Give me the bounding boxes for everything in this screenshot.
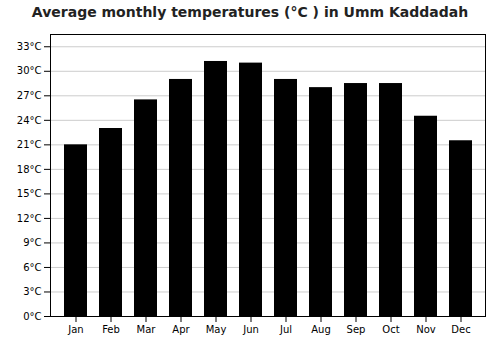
svg-text:0°C: 0°C: [23, 311, 41, 322]
svg-text:12°C: 12°C: [17, 213, 42, 224]
svg-text:15°C: 15°C: [17, 188, 42, 199]
svg-text:24°C: 24°C: [17, 115, 42, 126]
svg-text:18°C: 18°C: [17, 164, 42, 175]
svg-text:33°C: 33°C: [17, 41, 42, 52]
svg-text:Aug: Aug: [311, 324, 331, 335]
svg-text:Feb: Feb: [102, 324, 120, 335]
svg-text:Nov: Nov: [416, 324, 436, 335]
svg-text:21°C: 21°C: [17, 139, 42, 150]
svg-text:Mar: Mar: [137, 324, 157, 335]
svg-text:3°C: 3°C: [23, 286, 41, 297]
svg-text:27°C: 27°C: [17, 90, 42, 101]
svg-text:Jun: Jun: [242, 324, 259, 335]
svg-text:Jul: Jul: [279, 324, 292, 335]
svg-text:Sep: Sep: [347, 324, 366, 335]
svg-text:May: May: [206, 324, 227, 335]
svg-text:30°C: 30°C: [17, 65, 42, 76]
svg-text:Apr: Apr: [172, 324, 190, 335]
svg-text:6°C: 6°C: [23, 262, 41, 273]
svg-text:Oct: Oct: [382, 324, 399, 335]
svg-text:Dec: Dec: [451, 324, 470, 335]
svg-text:9°C: 9°C: [23, 237, 41, 248]
svg-text:Jan: Jan: [67, 324, 83, 335]
html-text:Average monthly temperatures (: Average monthly temperatures (°C ) in Um…: [31, 4, 469, 20]
